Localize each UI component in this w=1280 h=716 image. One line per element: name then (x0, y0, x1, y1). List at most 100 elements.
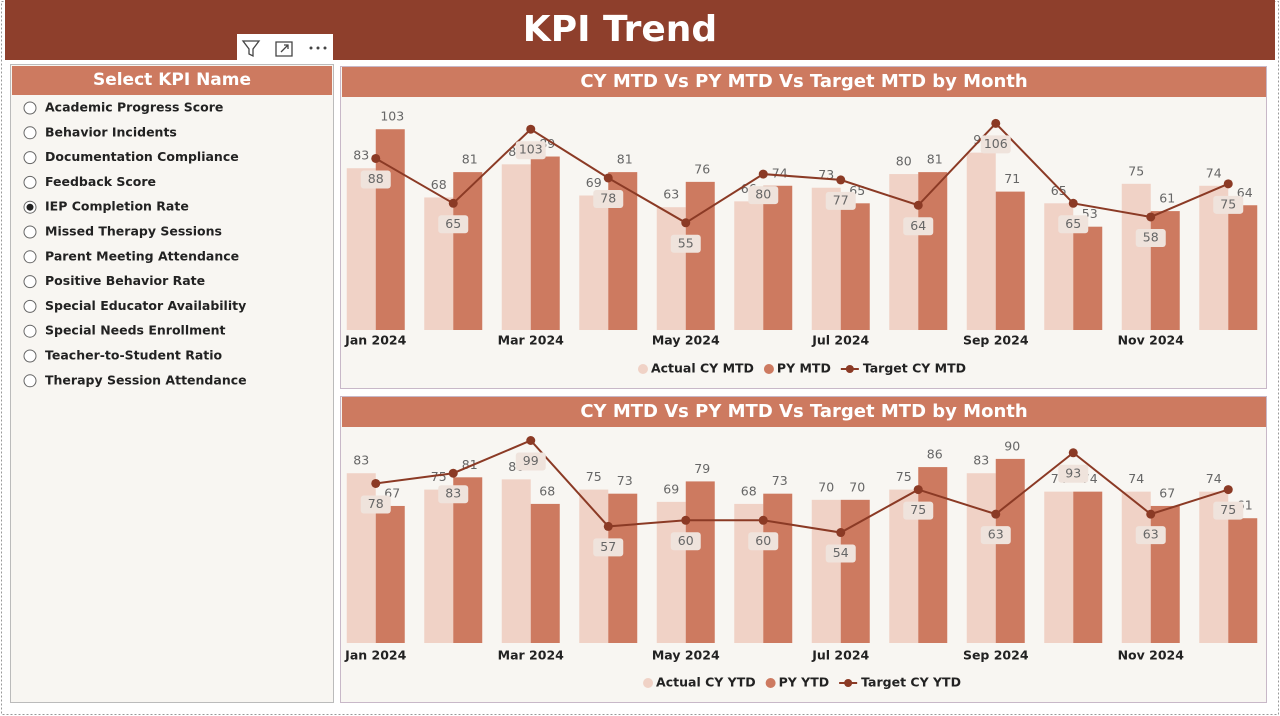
slicer-option[interactable]: IEP Completion Rate (45, 199, 189, 214)
line-point (603, 173, 613, 183)
slicer-option[interactable]: Feedback Score (45, 174, 156, 189)
legend-marker (844, 679, 853, 687)
radio[interactable] (23, 275, 37, 289)
bar (966, 152, 996, 330)
slicer-option[interactable]: Behavior Incidents (45, 124, 177, 139)
data-label: 75 (1128, 163, 1144, 178)
label-box (980, 526, 1011, 545)
x-tick-label: Mar 2024 (498, 333, 564, 348)
data-label: 106 (984, 136, 1008, 151)
data-label: 83 (353, 148, 369, 163)
bar (1044, 491, 1074, 643)
line (375, 439, 1229, 534)
line-point (448, 468, 458, 478)
slicer-panel (10, 64, 334, 703)
header-title: KPI Trend (523, 9, 717, 50)
data-label: 81 (617, 152, 633, 167)
chart-title: CY MTD Vs PY MTD Vs Target MTD by Month (580, 401, 1027, 422)
data-label: 69 (586, 175, 602, 190)
slicer-option[interactable]: Documentation Compliance (45, 149, 239, 164)
data-label: 55 (678, 235, 694, 250)
bar (453, 172, 483, 330)
bar (1228, 205, 1258, 330)
data-label: 78 (368, 496, 384, 511)
legend-item: Actual CY MTD (637, 361, 754, 376)
bar (579, 195, 609, 330)
slicer-title: Select KPI Name (93, 70, 251, 90)
x-tick-label: Nov 2024 (1118, 333, 1185, 348)
radio[interactable] (23, 175, 37, 189)
label-box (1135, 228, 1166, 247)
bar (375, 505, 405, 643)
data-label: 77 (833, 192, 849, 207)
bar (656, 207, 686, 330)
x-tick-label: Jul 2024 (811, 648, 869, 663)
radio[interactable] (23, 250, 37, 264)
filter-icon[interactable] (241, 40, 261, 58)
bar (995, 458, 1025, 643)
radio[interactable] (23, 324, 37, 338)
data-label: 68 (539, 483, 555, 498)
focus-icon[interactable] (275, 41, 293, 57)
chart-panel (340, 396, 1267, 703)
radio[interactable] (23, 349, 37, 363)
data-label: 76 (694, 161, 710, 176)
legend-label: Actual CY YTD (656, 675, 756, 690)
slicer-option[interactable]: Academic Progress Score (45, 100, 223, 115)
radio[interactable] (23, 151, 37, 165)
line-point (1068, 198, 1078, 208)
bar (530, 503, 560, 643)
bar (656, 501, 686, 643)
radio[interactable] (23, 101, 37, 115)
data-label: 103 (519, 142, 543, 157)
data-label: 86 (927, 447, 943, 462)
legend-item: PY YTD (765, 675, 830, 690)
x-tick-label: May 2024 (652, 333, 720, 348)
data-label: 75 (910, 502, 926, 517)
line-point (913, 200, 923, 210)
radio[interactable] (23, 374, 37, 388)
label-box (360, 495, 391, 514)
slicer-option[interactable]: Special Needs Enrollment (45, 323, 226, 338)
chart-frame-2: CY MTD Vs PY MTD Vs Target MTD by Month (340, 396, 1267, 703)
label-box (1213, 195, 1244, 214)
data-label: 74 (772, 165, 788, 180)
line-point (1223, 179, 1233, 189)
slicer-option[interactable]: Special Educator Availability (45, 298, 246, 313)
data-label: 74 (1206, 471, 1222, 486)
data-label: 80 (755, 187, 771, 202)
radio[interactable] (23, 225, 37, 239)
data-label: 80 (896, 154, 912, 169)
bar (453, 477, 483, 643)
radio[interactable] (23, 126, 37, 140)
slicer-option[interactable]: Missed Therapy Sessions (45, 224, 222, 239)
label-box (748, 532, 779, 551)
x-tick-label: Mar 2024 (498, 648, 564, 663)
chart-panel (340, 66, 1267, 389)
legend-label: PY YTD (779, 675, 830, 690)
label-box (903, 217, 934, 236)
more-icon[interactable] (309, 46, 327, 50)
radio[interactable] (23, 299, 37, 313)
bar (1073, 226, 1103, 330)
data-label: 99 (523, 453, 539, 468)
line-point (836, 528, 846, 538)
line-point (991, 509, 1001, 519)
data-label: 70 (818, 479, 834, 494)
data-label: 61 (1159, 191, 1175, 206)
data-label: 60 (678, 533, 694, 548)
chart-header (342, 397, 1266, 427)
data-label: 57 (600, 539, 616, 554)
legend-item: Actual CY YTD (643, 675, 756, 690)
slicer-option[interactable]: Therapy Session Attendance (45, 372, 247, 387)
slicer-option[interactable]: Teacher-to-Student Ratio (45, 348, 223, 363)
slicer-option[interactable]: Parent Meeting Attendance (45, 248, 239, 263)
label-box (748, 186, 779, 205)
bar (995, 191, 1025, 330)
bar (424, 489, 454, 643)
x-tick-label: Jul 2024 (811, 333, 869, 348)
slicer-option[interactable]: Positive Behavior Rate (45, 273, 205, 288)
legend-marker (765, 678, 776, 688)
bar (840, 203, 870, 330)
